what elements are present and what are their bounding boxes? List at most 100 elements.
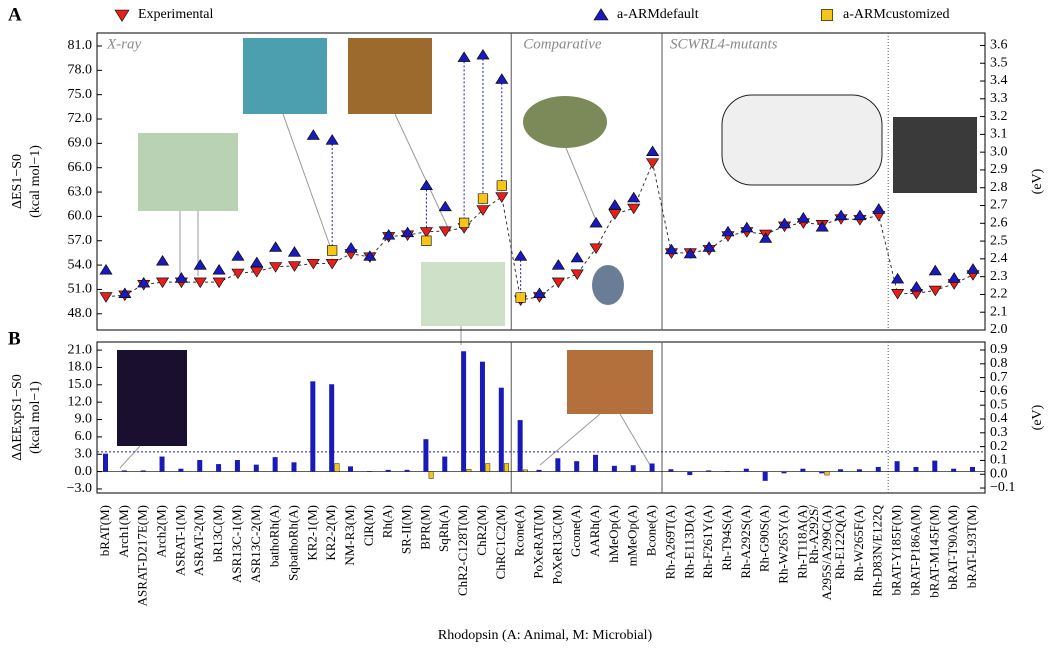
point-triangle-down [646, 158, 660, 169]
bar [423, 439, 429, 472]
y-tick-label: 51.0 [68, 282, 93, 297]
y-tick-label: 75.0 [68, 87, 93, 102]
point-triangle-up [382, 229, 396, 240]
point-triangle-up [495, 73, 509, 84]
point-triangle-up [363, 250, 377, 261]
point-triangle-down [891, 288, 905, 300]
x-tick-label: Rcone(A) [512, 505, 527, 556]
x-tick-label: bRAT-Y185F(M) [889, 505, 904, 596]
x-tick-label: Rh-A292S/A295S/A299C(A) [806, 505, 834, 601]
y-tick-label: 6.0 [75, 429, 93, 444]
point-triangle-down [231, 268, 245, 280]
point-triangle-up [683, 247, 697, 259]
y2-tick-label: 0.8 [990, 356, 1008, 371]
y-tick-label: 72.0 [68, 111, 93, 126]
bar [310, 381, 316, 472]
bar [234, 460, 240, 472]
y2-tick-label: 2.8 [990, 180, 1008, 195]
bar [291, 462, 297, 472]
x-tick-label: ASR13C-1(M) [229, 505, 244, 583]
bar [687, 471, 693, 476]
point-triangle-up [457, 51, 471, 62]
x-tick-label: bRAT-T90A(M) [945, 505, 960, 590]
bar [159, 456, 165, 472]
legend-marker [593, 8, 609, 21]
bar [951, 468, 957, 472]
point-triangle-up [344, 242, 358, 253]
x-tick-label: Rh-T118A(A) [794, 505, 809, 579]
point-triangle-down [589, 243, 603, 255]
bar [479, 361, 485, 472]
x-axis-label: Rhodopsin (A: Animal, M: Microbial) [438, 628, 653, 643]
bar [522, 469, 528, 472]
bar [334, 463, 340, 472]
photo [592, 265, 624, 305]
panel-letter: B [8, 328, 21, 349]
y2-tick-label: 0.9 [990, 342, 1008, 357]
point-triangle-up [608, 199, 622, 210]
x-tick-label: Rh-A269T(A) [662, 505, 677, 579]
x-tick-label: PoXeR13C(M) [549, 505, 564, 584]
bar [517, 420, 523, 472]
bar [461, 351, 467, 472]
photo [138, 133, 238, 211]
region-label: X-ray [106, 36, 141, 52]
x-tick-label: bathoRh(A) [267, 505, 282, 567]
y2-tick-label: 2.1 [990, 304, 1008, 319]
bar [348, 466, 354, 472]
bar [838, 469, 844, 472]
y2-tick-label: 3.5 [990, 55, 1008, 70]
x-tick-label: ChR2(M) [474, 505, 489, 556]
x-tick-label: Rh-T94S(A) [719, 505, 734, 571]
photo [523, 96, 607, 148]
photos [117, 38, 977, 469]
point-triangle-up [137, 276, 151, 288]
x-tick-label: bR13C(M) [210, 505, 225, 562]
x-tick-label: ChRC1C2(M) [493, 505, 508, 579]
x-tick-label: SR-II(M) [399, 505, 414, 554]
y2-tick-label: 0.4 [990, 411, 1008, 426]
plot-frame [96, 341, 986, 494]
point-square [515, 292, 526, 303]
bar [630, 465, 636, 472]
point-triangle-down [156, 277, 170, 289]
point-square [477, 193, 489, 204]
bar [724, 471, 730, 472]
y2-tick-label: 0.2 [990, 439, 1008, 454]
bar [970, 466, 975, 472]
bar [428, 471, 434, 479]
point-triangle-up [250, 256, 264, 268]
point-triangle-up [664, 243, 678, 255]
legend-marker [821, 9, 833, 21]
y2-tick-label: 0.0 [990, 466, 1008, 481]
x-tick-label: bRAT-P186A(M) [907, 505, 922, 596]
bar [103, 453, 108, 472]
point-triangle-down [99, 292, 113, 303]
point-triangle-up [118, 287, 132, 298]
point-triangle-down [928, 285, 942, 297]
point-square [327, 245, 338, 256]
point-triangle-up [815, 220, 829, 232]
x-tick-label: KR2-2(M) [323, 505, 338, 561]
x-tick-label: SqRh(A) [436, 505, 451, 552]
y-tick-label: 54.0 [68, 257, 93, 272]
point-triangle-up [589, 216, 603, 228]
point-triangle-up [476, 48, 490, 60]
bar [329, 384, 335, 472]
bar [875, 466, 881, 472]
bar [253, 464, 259, 472]
bar [824, 471, 830, 476]
x-tick-label: Rh-A292S(A) [738, 505, 753, 579]
point-square [459, 217, 470, 228]
point-square [421, 235, 432, 246]
point-triangle-down [608, 209, 622, 220]
y2-tick-label: 0.3 [990, 425, 1008, 440]
bar [404, 469, 410, 472]
x-tick-label: Rh-D83N/E122Q [870, 504, 885, 596]
point-triangle-up [401, 226, 415, 238]
bar [649, 463, 655, 472]
y-tick-label: 63.0 [68, 184, 93, 199]
point-triangle-up [99, 263, 113, 275]
point-triangle-up [702, 241, 716, 252]
legend-label: a-ARMcustomized [843, 7, 950, 22]
